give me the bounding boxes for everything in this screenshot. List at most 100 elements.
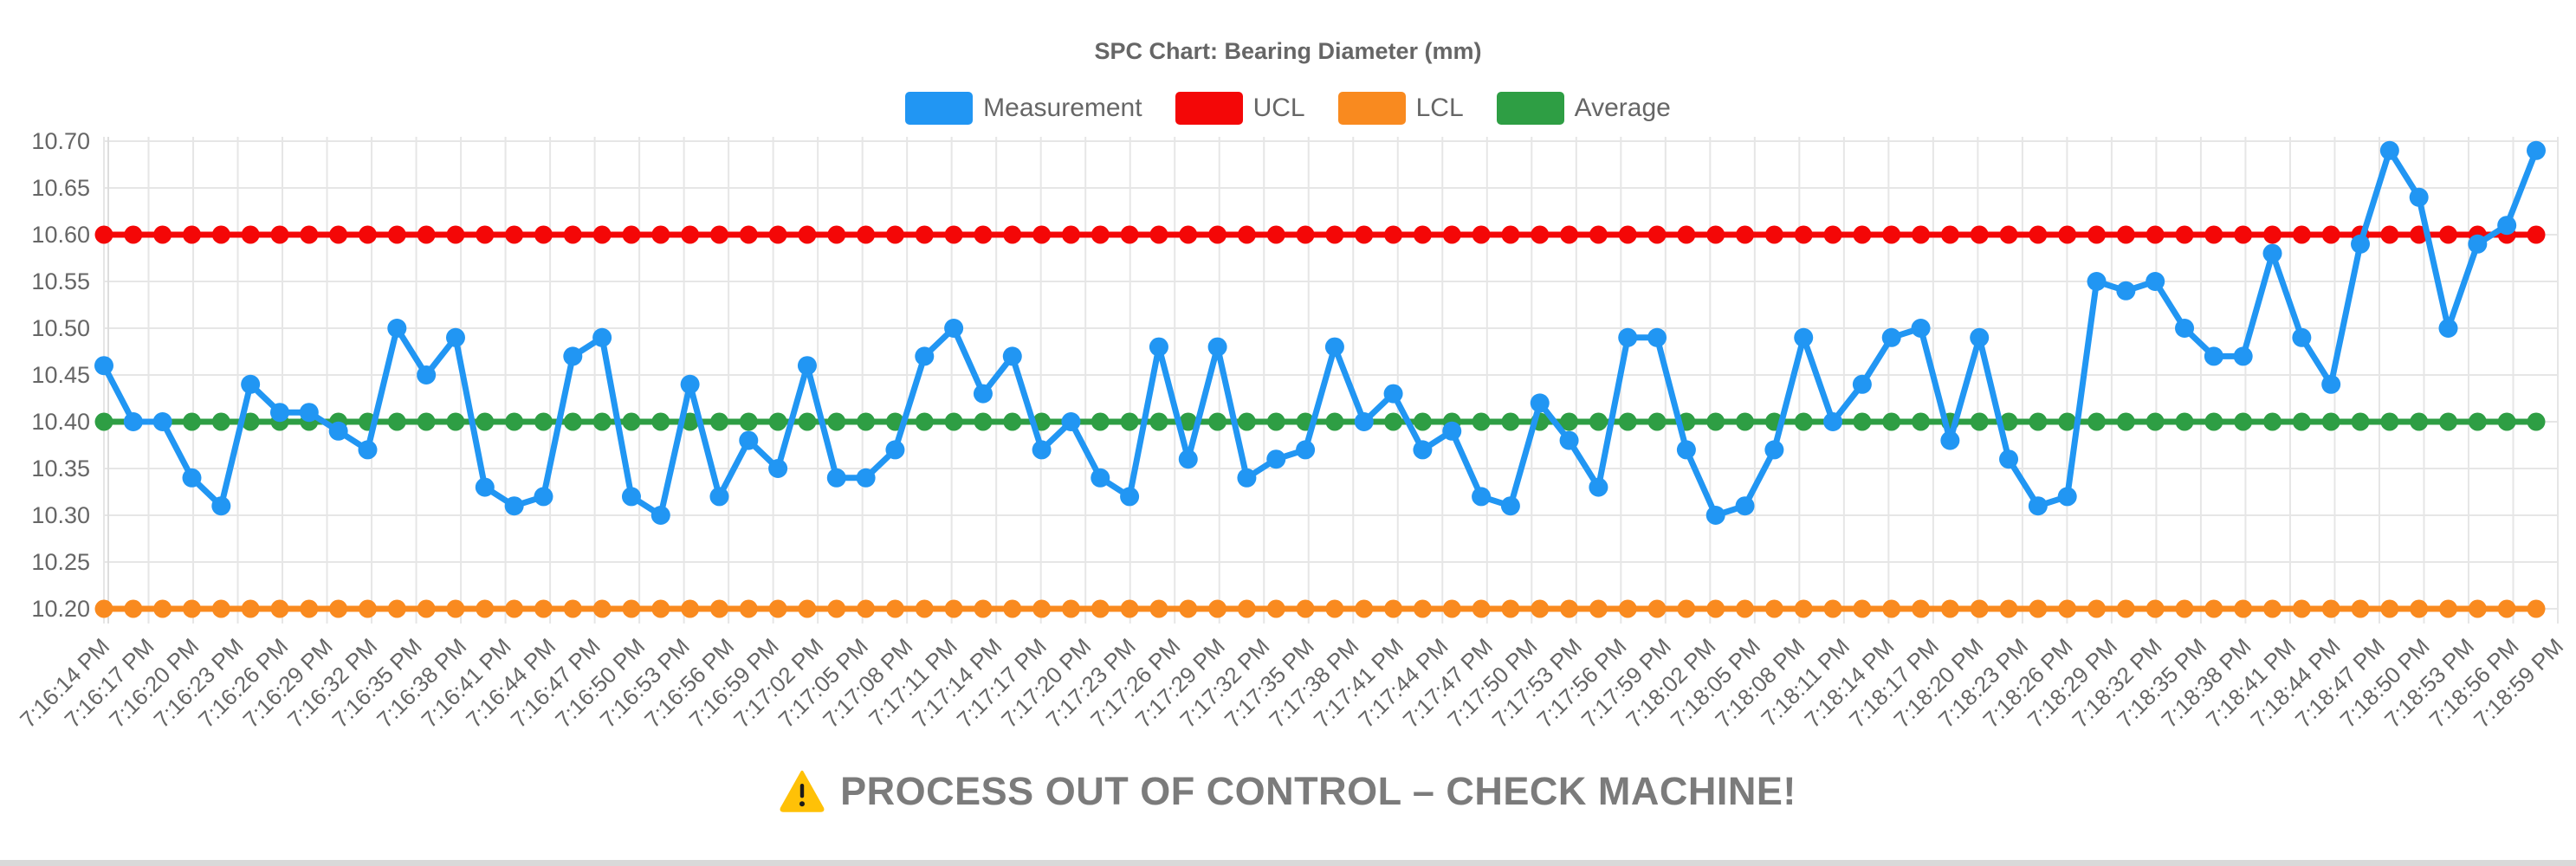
- lcl-point[interactable]: [974, 599, 993, 618]
- ucl-point[interactable]: [446, 225, 465, 244]
- average-point[interactable]: [592, 412, 612, 431]
- lcl-point[interactable]: [1266, 599, 1285, 618]
- average-point[interactable]: [505, 412, 524, 431]
- measurement-point[interactable]: [944, 319, 964, 338]
- lcl-point[interactable]: [153, 599, 172, 618]
- ucl-point[interactable]: [1032, 225, 1052, 244]
- measurement-point[interactable]: [1999, 449, 2019, 469]
- average-point[interactable]: [1325, 412, 1344, 431]
- measurement-point[interactable]: [2497, 216, 2517, 236]
- lcl-point[interactable]: [2497, 599, 2516, 618]
- lcl-point[interactable]: [1003, 599, 1022, 618]
- measurement-point[interactable]: [2262, 243, 2282, 263]
- average-point[interactable]: [1413, 412, 1432, 431]
- lcl-point[interactable]: [2468, 599, 2487, 618]
- average-point[interactable]: [1501, 412, 1520, 431]
- ucl-point[interactable]: [885, 225, 904, 244]
- measurement-point[interactable]: [1940, 430, 1960, 450]
- measurement-point[interactable]: [1530, 393, 1550, 413]
- ucl-point[interactable]: [915, 225, 934, 244]
- lcl-point[interactable]: [1794, 599, 1813, 618]
- measurement-point[interactable]: [387, 319, 407, 338]
- average-point[interactable]: [1882, 412, 1901, 431]
- measurement-point[interactable]: [563, 346, 583, 366]
- ucl-point[interactable]: [358, 225, 377, 244]
- average-point[interactable]: [1794, 412, 1813, 431]
- ucl-point[interactable]: [1296, 225, 1315, 244]
- measurement-point[interactable]: [1764, 440, 1784, 460]
- measurement-point[interactable]: [2233, 346, 2253, 366]
- ucl-point[interactable]: [1764, 225, 1783, 244]
- measurement-point[interactable]: [1383, 384, 1403, 404]
- lcl-point[interactable]: [1032, 599, 1052, 618]
- measurement-point[interactable]: [358, 440, 378, 460]
- measurement-point[interactable]: [211, 496, 231, 516]
- average-point[interactable]: [211, 412, 230, 431]
- measurement-point[interactable]: [1618, 327, 1638, 347]
- lcl-point[interactable]: [534, 599, 553, 618]
- lcl-point[interactable]: [1149, 599, 1168, 618]
- average-point[interactable]: [1589, 412, 1608, 431]
- measurement-point[interactable]: [2527, 140, 2546, 160]
- lcl-point[interactable]: [1179, 599, 1198, 618]
- lcl-point[interactable]: [2029, 599, 2048, 618]
- average-point[interactable]: [534, 412, 553, 431]
- lcl-point[interactable]: [2234, 599, 2253, 618]
- ucl-point[interactable]: [2380, 225, 2399, 244]
- lcl-point[interactable]: [1091, 599, 1110, 618]
- ucl-point[interactable]: [2527, 225, 2546, 244]
- ucl-point[interactable]: [1208, 225, 1227, 244]
- measurement-point[interactable]: [1149, 337, 1168, 357]
- ucl-point[interactable]: [2116, 225, 2135, 244]
- measurement-point[interactable]: [1881, 327, 1901, 347]
- lcl-point[interactable]: [709, 599, 728, 618]
- lcl-point[interactable]: [1413, 599, 1432, 618]
- ucl-point[interactable]: [534, 225, 553, 244]
- lcl-point[interactable]: [1970, 599, 1989, 618]
- measurement-point[interactable]: [445, 327, 465, 347]
- average-point[interactable]: [2234, 412, 2253, 431]
- lcl-point[interactable]: [1355, 599, 1374, 618]
- lcl-point[interactable]: [885, 599, 904, 618]
- lcl-point[interactable]: [2146, 599, 2165, 618]
- ucl-point[interactable]: [1736, 225, 1755, 244]
- measurement-point[interactable]: [1500, 496, 1520, 516]
- lcl-point[interactable]: [1296, 599, 1315, 618]
- average-point[interactable]: [2146, 412, 2165, 431]
- average-point[interactable]: [94, 412, 113, 431]
- ucl-point[interactable]: [1912, 225, 1931, 244]
- lcl-point[interactable]: [1647, 599, 1667, 618]
- ucl-point[interactable]: [211, 225, 230, 244]
- average-point[interactable]: [2292, 412, 2311, 431]
- lcl-point[interactable]: [1677, 599, 1696, 618]
- average-point[interactable]: [827, 412, 846, 431]
- lcl-point[interactable]: [2058, 599, 2077, 618]
- average-point[interactable]: [1560, 412, 1579, 431]
- measurement-point[interactable]: [269, 403, 289, 423]
- ucl-point[interactable]: [2321, 225, 2340, 244]
- measurement-point[interactable]: [299, 403, 319, 423]
- ucl-point[interactable]: [2204, 225, 2223, 244]
- lcl-point[interactable]: [1940, 599, 1959, 618]
- lcl-point[interactable]: [2351, 599, 2370, 618]
- ucl-point[interactable]: [768, 225, 787, 244]
- average-point[interactable]: [2497, 412, 2516, 431]
- measurement-point[interactable]: [2409, 187, 2429, 207]
- average-point[interactable]: [2468, 412, 2487, 431]
- ucl-point[interactable]: [2439, 225, 2458, 244]
- average-point[interactable]: [1970, 412, 1989, 431]
- average-point[interactable]: [915, 412, 934, 431]
- average-point[interactable]: [768, 412, 787, 431]
- lcl-point[interactable]: [1764, 599, 1783, 618]
- ucl-point[interactable]: [1003, 225, 1022, 244]
- legend-item-ucl[interactable]: UCL: [1175, 92, 1305, 125]
- ucl-point[interactable]: [563, 225, 582, 244]
- ucl-point[interactable]: [1999, 225, 2018, 244]
- ucl-point[interactable]: [1149, 225, 1168, 244]
- measurement-point[interactable]: [2116, 281, 2136, 301]
- ucl-point[interactable]: [387, 225, 406, 244]
- ucl-point[interactable]: [651, 225, 670, 244]
- average-point[interactable]: [2410, 412, 2429, 431]
- average-point[interactable]: [2263, 412, 2282, 431]
- ucl-point[interactable]: [94, 225, 113, 244]
